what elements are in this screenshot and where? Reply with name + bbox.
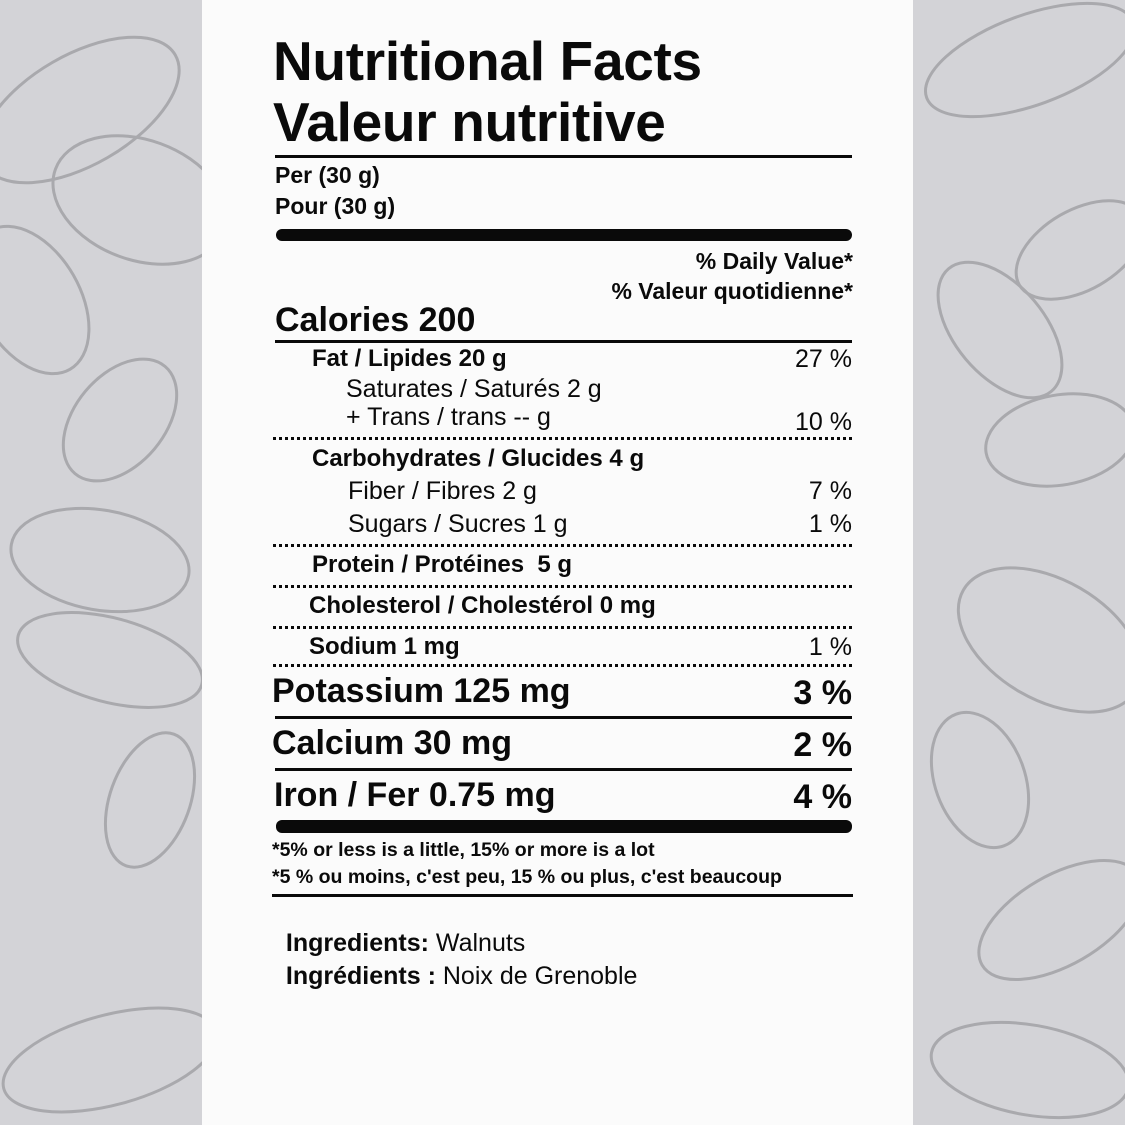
thick-divider [276,229,852,241]
dotted-divider [273,437,852,440]
serving-size-english: Per (30 g) [275,162,380,188]
ingredients-label-english: Ingredients: [285,929,429,957]
nutrient-trans: + Trans / trans -- g [346,403,551,431]
footnote-english: *5% or less is a little, 15% or more is … [272,839,655,861]
nutrient-fiber-dv: 7 % [808,477,852,505]
mineral-iron-dv: 4 % [793,778,852,816]
calories: Calories 200 [275,301,476,339]
mineral-potassium: Potassium 125 mg [272,672,571,710]
divider [275,155,852,158]
nutrient-cholesterol: Cholesterol / Cholestérol 0 mg [309,592,656,619]
footnote-french: *5 % ou moins, c'est peu, 15 % ou plus, … [272,866,782,888]
title-french: Valeur nutritive [273,91,666,153]
dotted-divider [273,664,852,667]
ingredients-value-english: Walnuts [428,929,526,957]
mineral-potassium-dv: 3 % [793,674,852,712]
ingredients-value-french: Noix de Grenoble [435,962,638,990]
divider [275,716,852,719]
nutrient-sugars: Sugars / Sucres 1 g [348,510,568,538]
nutrient-fiber: Fiber / Fibres 2 g [348,477,537,505]
title-english: Nutritional Facts [273,30,702,92]
nutrient-carbohydrates: Carbohydrates / Glucides 4 g [312,445,645,472]
nutrient-saturates-trans-dv: 10 % [795,408,852,436]
divider [272,894,853,897]
mineral-calcium-dv: 2 % [793,726,852,764]
nutrient-protein: Protein / Protéines 5 g [312,551,573,578]
dotted-divider [273,626,852,629]
nutrient-fat-dv: 27 % [795,345,852,373]
nutrient-fat: Fat / Lipides 20 g [312,345,507,372]
ingredients-label-french: Ingrédients : [285,962,436,990]
ingredients-french: Ingrédients : Noix de Grenoble [272,939,638,990]
daily-value-header-english: % Daily Value* [695,248,853,274]
mineral-calcium: Calcium 30 mg [272,724,512,762]
serving-size-french: Pour (30 g) [275,193,396,219]
ingredients-english: Ingredients: Walnuts [272,906,525,956]
thick-divider [276,820,852,833]
daily-value-header-french: % Valeur quotidienne* [611,278,853,304]
dotted-divider [273,544,852,547]
mineral-iron: Iron / Fer 0.75 mg [274,776,556,814]
divider [275,340,852,343]
nutrient-sodium: Sodium 1 mg [309,633,460,660]
nutrient-sugars-dv: 1 % [808,510,852,538]
nutrition-label-panel [202,0,913,1125]
nutrient-sodium-dv: 1 % [808,633,852,661]
nutrient-saturates: Saturates / Saturés 2 g [346,375,602,403]
dotted-divider [273,585,852,588]
divider [275,768,852,771]
